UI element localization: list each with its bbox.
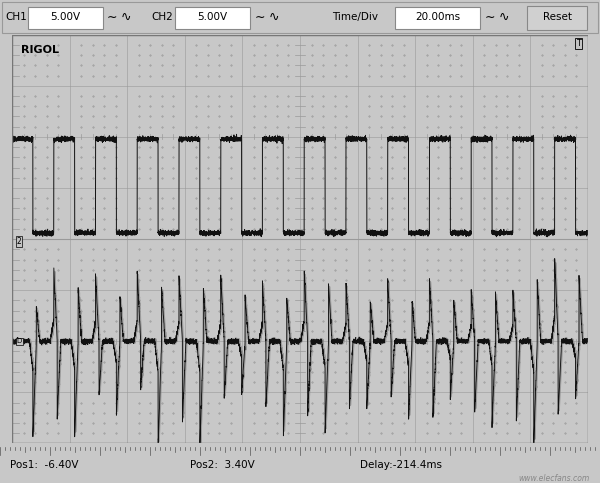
- Bar: [395, 7, 480, 29]
- Text: ∿: ∿: [269, 11, 279, 24]
- Bar: [2, 2, 598, 33]
- Text: 2: 2: [17, 237, 22, 246]
- Text: 5.00V: 5.00V: [50, 13, 80, 22]
- Text: RIGOL: RIGOL: [20, 45, 59, 55]
- Text: CH1: CH1: [5, 13, 27, 22]
- Text: ∿: ∿: [499, 11, 509, 24]
- Bar: [527, 6, 587, 30]
- Text: ∼: ∼: [255, 11, 265, 24]
- Text: Pos2:  3.40V: Pos2: 3.40V: [190, 460, 255, 470]
- Text: Reset: Reset: [542, 13, 571, 22]
- Text: Pos1:  -6.40V: Pos1: -6.40V: [10, 460, 79, 470]
- Text: ∼: ∼: [485, 11, 495, 24]
- Text: ∿: ∿: [121, 11, 131, 24]
- Text: D: D: [17, 338, 22, 344]
- Text: 20.00ms: 20.00ms: [415, 13, 461, 22]
- Text: www.elecfans.com: www.elecfans.com: [519, 473, 590, 483]
- Text: Time/Div: Time/Div: [332, 13, 378, 22]
- Text: T: T: [576, 39, 581, 48]
- Text: ∼: ∼: [107, 11, 117, 24]
- Bar: [28, 7, 103, 29]
- Text: 5.00V: 5.00V: [197, 13, 227, 22]
- Bar: [175, 7, 250, 29]
- Text: Delay:-214.4ms: Delay:-214.4ms: [360, 460, 442, 470]
- Text: CH2: CH2: [151, 13, 173, 22]
